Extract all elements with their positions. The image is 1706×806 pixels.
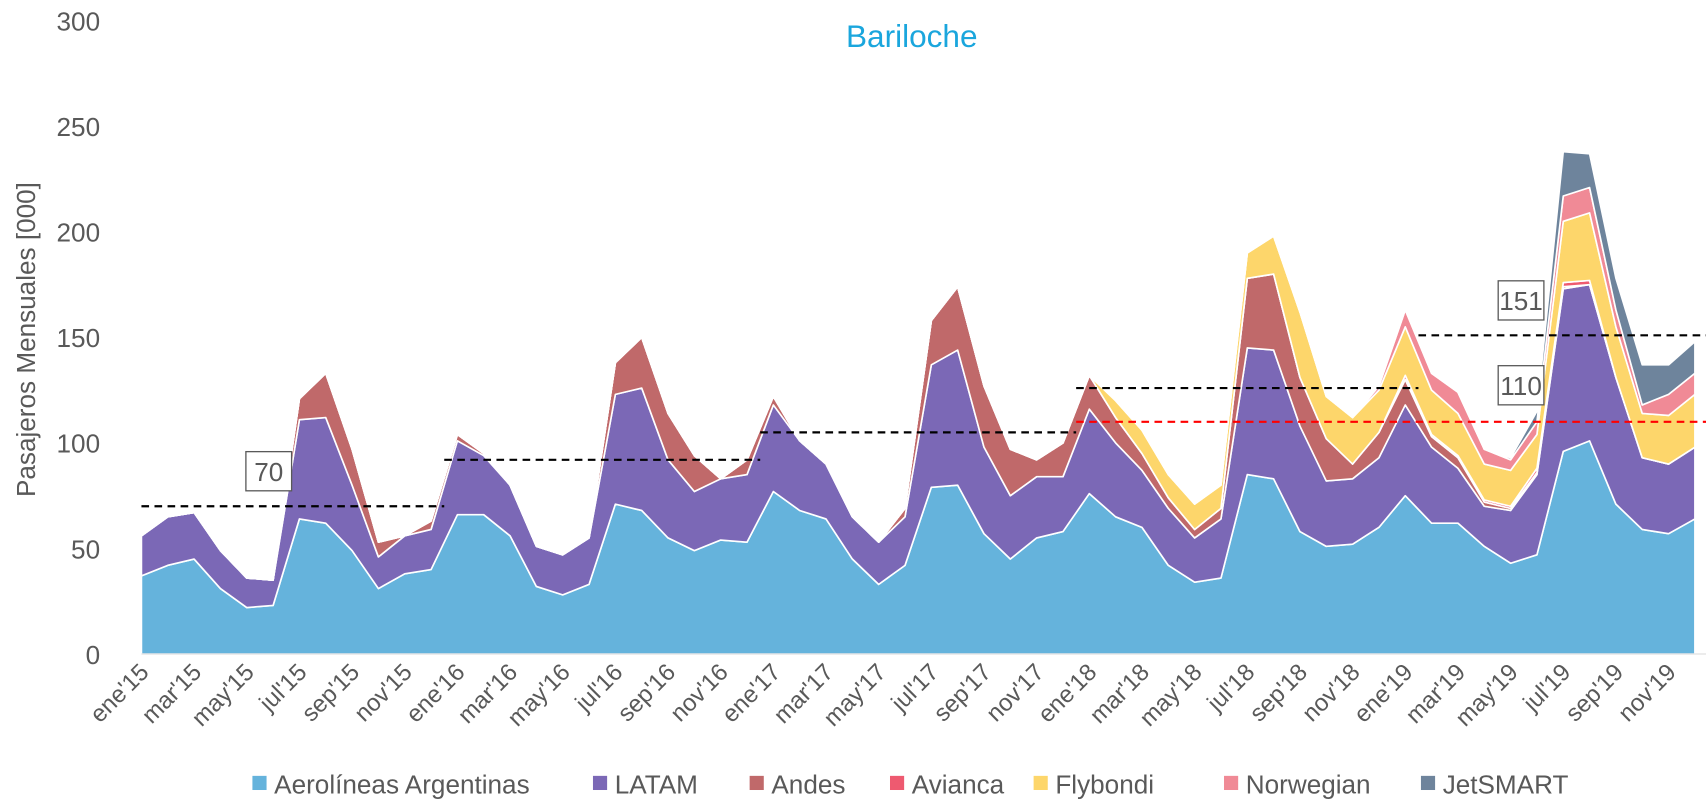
y-tick-label: 150 <box>57 323 101 353</box>
legend-swatch <box>1033 775 1048 791</box>
y-axis-label: Pasajeros Mensuales [000] <box>11 182 41 497</box>
y-tick-label: 100 <box>57 429 101 459</box>
legend-item: Flybondi <box>1033 769 1154 799</box>
y-tick-label: 50 <box>71 534 100 564</box>
y-tick-label: 300 <box>57 7 101 37</box>
legend-swatch <box>889 775 905 791</box>
reference-label-box <box>245 450 293 492</box>
x-tick-label: sep'17 <box>929 659 997 727</box>
legend-item: Avianca <box>889 769 1005 799</box>
legend-item: LATAM <box>592 769 698 799</box>
reference-label-box <box>1497 365 1545 406</box>
y-tick-label: 0 <box>86 640 101 670</box>
legend-label: JetSMART <box>1443 769 1569 799</box>
legend-label: Aerolíneas Argentinas <box>274 769 529 799</box>
legend-swatch <box>749 775 764 791</box>
x-tick-label: sep'16 <box>613 659 681 727</box>
legend-label: LATAM <box>615 769 698 799</box>
reference-label-box <box>1497 280 1545 321</box>
legend-label: Flybondi <box>1055 769 1154 799</box>
legend-item: JetSMART <box>1420 769 1569 799</box>
legend-label: Norwegian <box>1246 769 1371 799</box>
x-tick-label: sep'18 <box>1244 659 1312 727</box>
legend-swatch <box>1420 775 1436 791</box>
legend-swatch <box>592 775 608 791</box>
y-tick-label: 250 <box>57 112 101 142</box>
legend-item: Aerolíneas Argentinas <box>252 769 530 799</box>
x-tick-label: nov'19 <box>1613 659 1681 727</box>
reference-label: 151 <box>1499 286 1543 316</box>
legend-item: Norwegian <box>1224 769 1371 799</box>
y-tick-label: 200 <box>57 218 101 248</box>
reference-label: 110 <box>1500 371 1542 401</box>
legend-swatch <box>1224 775 1239 791</box>
chart-title: Bariloche <box>846 18 978 54</box>
legend-label: Avianca <box>912 769 1005 799</box>
reference-label: 70 <box>254 457 283 487</box>
legend-label: Andes <box>771 769 845 799</box>
legend-swatch <box>252 775 267 791</box>
legend-item: Andes <box>749 769 845 799</box>
x-tick-label: sep'15 <box>297 659 365 727</box>
area <box>140 150 1696 581</box>
x-tick-label: sep'19 <box>1560 659 1628 727</box>
